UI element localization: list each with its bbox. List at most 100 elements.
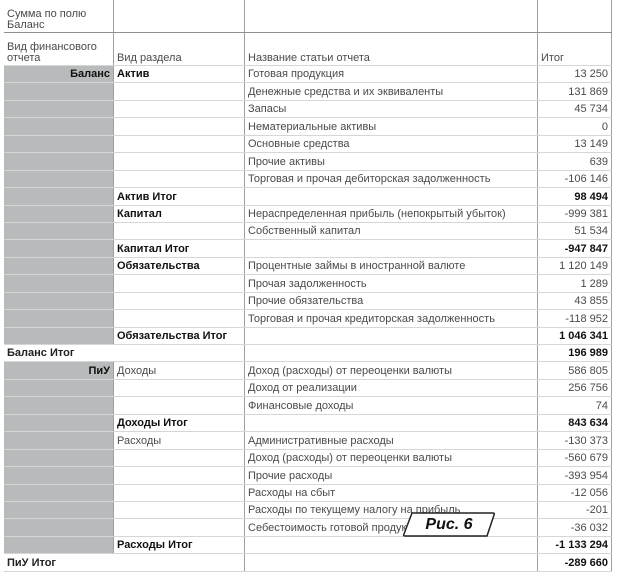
value-cell[interactable]: 51 534 (537, 222, 612, 241)
empty-cell (537, 0, 612, 33)
value-cell[interactable]: -106 146 (537, 170, 612, 189)
section-type-cell (113, 100, 245, 119)
report-type-cell (4, 152, 114, 171)
value-cell[interactable]: -560 679 (537, 449, 612, 468)
table-row: Расходы Административные расходы -130 373 (4, 431, 612, 450)
header-report-type[interactable]: Вид финансового отчета (4, 32, 114, 66)
section-type-cell (113, 396, 245, 415)
value-cell[interactable]: 13 250 (537, 65, 612, 84)
item-name-cell[interactable]: Доход (расходы) от переоценки валюты (244, 449, 538, 468)
value-cell[interactable]: -201 (537, 501, 612, 520)
item-name-cell[interactable]: Процентные займы в иностранной валюте (244, 257, 538, 276)
table-row: Прочие обязательства 43 855 (4, 292, 612, 311)
report-type-cell (4, 431, 114, 450)
item-name-cell[interactable]: Денежные средства и их эквиваленты (244, 82, 538, 101)
item-name-cell[interactable]: Прочие расходы (244, 466, 538, 485)
report-type-cell[interactable]: ПиУ Итог (4, 553, 245, 572)
value-cell[interactable]: 1 120 149 (537, 257, 612, 276)
value-cell[interactable]: 0 (537, 117, 612, 136)
item-name-cell[interactable]: Расходы на сбыт (244, 484, 538, 502)
report-type-cell (4, 379, 114, 398)
value-cell[interactable]: -1 133 294 (537, 535, 612, 555)
item-name-cell[interactable]: Доход от реализации (244, 379, 538, 398)
section-type-cell[interactable]: Расходы Итог (113, 535, 245, 555)
value-cell[interactable]: 843 634 (537, 413, 612, 433)
report-type-cell (4, 257, 114, 276)
item-name-cell[interactable]: Основные средства (244, 135, 538, 154)
item-name-cell (244, 326, 538, 346)
section-type-cell (113, 501, 245, 520)
item-name-cell[interactable]: Прочая задолженность (244, 274, 538, 293)
table-row: Торговая и прочая кредиторская задолженн… (4, 309, 612, 328)
header-section-type[interactable]: Вид раздела (113, 32, 245, 66)
section-type-cell (113, 170, 245, 189)
value-cell[interactable]: 1 289 (537, 274, 612, 293)
value-field-label[interactable]: Сумма по полю Баланс (4, 0, 114, 33)
value-cell[interactable]: 45 734 (537, 100, 612, 119)
value-cell[interactable]: 131 869 (537, 82, 612, 101)
section-type-cell (113, 449, 245, 468)
section-type-cell[interactable]: Расходы (113, 431, 245, 450)
value-cell[interactable]: -999 381 (537, 205, 612, 223)
item-name-cell[interactable]: Доход (расходы) от переоценки валюты (244, 361, 538, 380)
section-type-cell[interactable]: Доходы Итог (113, 413, 245, 433)
report-type-cell (4, 501, 114, 520)
table-row: Прочие расходы -393 954 (4, 466, 612, 485)
header-item-name[interactable]: Название статьи отчета (244, 32, 538, 66)
item-name-cell[interactable]: Финансовые доходы (244, 396, 538, 415)
grand-total-row: Баланс Итог 196 989 (4, 343, 612, 363)
table-row: Баланс Актив Готовая продукция 13 250 (4, 65, 612, 84)
value-cell[interactable]: 74 (537, 396, 612, 415)
report-type-cell[interactable]: Баланс Итог (4, 343, 245, 363)
value-cell[interactable]: 196 989 (537, 343, 612, 363)
table-row: Себестоимость готовой продукции -36 032 (4, 518, 612, 537)
grand-total-row: ПиУ Итог -289 660 (4, 553, 612, 572)
section-type-cell[interactable]: Капитал (113, 205, 245, 223)
value-cell[interactable]: 43 855 (537, 292, 612, 311)
item-name-cell[interactable]: Запасы (244, 100, 538, 119)
value-cell[interactable]: 13 149 (537, 135, 612, 154)
item-name-cell[interactable]: Нематериальные активы (244, 117, 538, 136)
report-type-cell[interactable]: Баланс (4, 65, 114, 84)
section-type-cell[interactable]: Актив Итог (113, 187, 245, 206)
table-row: Прочие активы 639 (4, 152, 612, 171)
report-type-cell (4, 535, 114, 555)
report-type-cell (4, 170, 114, 189)
value-cell[interactable]: -12 056 (537, 484, 612, 502)
value-cell[interactable]: -289 660 (537, 553, 612, 572)
section-type-cell (113, 135, 245, 154)
item-name-cell[interactable]: Торговая и прочая дебиторская задолженно… (244, 170, 538, 189)
report-type-cell[interactable]: ПиУ (4, 361, 114, 380)
item-name-cell[interactable]: Собственный капитал (244, 222, 538, 241)
value-cell[interactable]: -947 847 (537, 239, 612, 258)
table-row: Денежные средства и их эквиваленты 131 86… (4, 82, 612, 101)
item-name-cell[interactable]: Административные расходы (244, 431, 538, 450)
section-type-cell[interactable]: Капитал Итог (113, 239, 245, 258)
table-row: Капитал Нераспределенная прибыль (непокры… (4, 205, 612, 223)
pivot-field-row: Сумма по полю Баланс (4, 0, 612, 33)
header-total: Итог (537, 32, 612, 66)
subtotal-row: Актив Итог 98 494 (4, 187, 612, 206)
value-cell[interactable]: -130 373 (537, 431, 612, 450)
section-type-cell[interactable]: Актив (113, 65, 245, 84)
section-type-cell[interactable]: Обязательства (113, 257, 245, 276)
item-name-cell[interactable]: Прочие активы (244, 152, 538, 171)
item-name-cell[interactable]: Прочие обязательства (244, 292, 538, 311)
subtotal-row: Капитал Итог -947 847 (4, 239, 612, 258)
value-cell[interactable]: -36 032 (537, 518, 612, 537)
section-type-cell[interactable]: Обязательства Итог (113, 326, 245, 346)
value-cell[interactable]: 586 805 (537, 361, 612, 380)
value-cell[interactable]: -393 954 (537, 466, 612, 485)
value-cell[interactable]: 1 046 341 (537, 326, 612, 346)
value-cell[interactable]: 98 494 (537, 187, 612, 206)
section-type-cell[interactable]: Доходы (113, 361, 245, 380)
value-cell[interactable]: -118 952 (537, 309, 612, 328)
badge-shape (402, 512, 496, 537)
item-name-cell[interactable]: Нераспределенная прибыль (непокрытый убы… (244, 205, 538, 223)
value-cell[interactable]: 256 756 (537, 379, 612, 398)
section-type-cell (113, 82, 245, 101)
item-name-cell[interactable]: Торговая и прочая кредиторская задолженн… (244, 309, 538, 328)
item-name-cell (244, 187, 538, 206)
item-name-cell[interactable]: Готовая продукция (244, 65, 538, 84)
value-cell[interactable]: 639 (537, 152, 612, 171)
